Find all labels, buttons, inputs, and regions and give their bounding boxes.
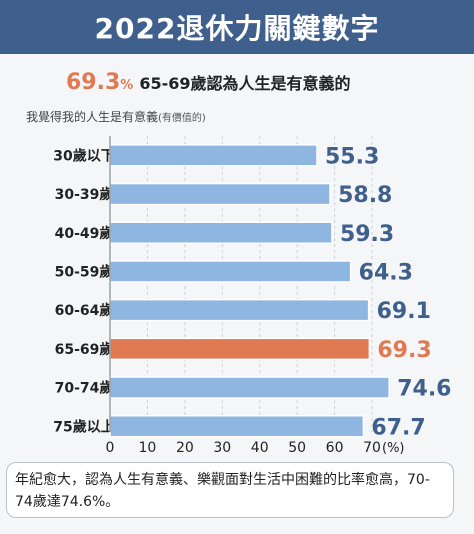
category-label: 30-39歲	[55, 186, 114, 203]
x-tick-label: 70	[363, 440, 381, 456]
x-tick-label: 0	[106, 440, 115, 456]
category-label: 70-74歲	[55, 380, 114, 397]
bar	[109, 376, 390, 399]
key-figure-value: 69.3	[66, 70, 121, 95]
title-text: 2022退休力關鍵數字	[94, 12, 380, 45]
category-label: 65-69歲	[55, 341, 114, 358]
value-label: 59.3	[340, 222, 394, 247]
value-label: 64.3	[359, 260, 413, 285]
bar	[109, 182, 331, 206]
subtitle-main: 我覺得我的人生是有意義	[26, 110, 159, 124]
category-label: 30歲以下	[53, 147, 114, 164]
chart-subtitle: 我覺得我的人生是有意義(有價值的)	[26, 108, 206, 125]
x-tick-label: 10	[139, 440, 157, 456]
value-label: 69.1	[377, 299, 431, 324]
bar	[109, 415, 365, 438]
x-tick-label: 20	[176, 440, 194, 456]
bar	[109, 144, 318, 167]
bar	[109, 260, 352, 283]
x-tick-label: 40	[251, 440, 269, 456]
category-label: 40-49歲	[55, 225, 114, 242]
bar	[109, 337, 371, 361]
value-label: 74.6	[397, 377, 451, 402]
bar	[109, 221, 333, 244]
footnote-box: 年紀愈大，認為人生有意義、樂觀面對生活中困難的比率愈高，70-74歲達74.6%…	[6, 462, 454, 518]
key-figure-text: 65-69歲認為人生是有意義的	[139, 74, 351, 93]
category-label: 60-64歲	[55, 302, 114, 319]
key-figure-headline: 69.3% 65-69歲認為人生是有意義的	[66, 70, 351, 95]
value-label: 55.3	[325, 144, 379, 169]
value-label: 69.3	[377, 338, 431, 363]
value-label: 58.8	[338, 183, 392, 208]
category-label: 75歲以上	[53, 418, 114, 435]
x-tick-label: 60	[326, 440, 344, 456]
subtitle-qualifier: (有價值的)	[158, 113, 206, 124]
page-title: 2022退休力關鍵數字	[0, 0, 474, 54]
bar	[109, 298, 370, 322]
footnote-text: 年紀愈大，認為人生有意義、樂觀面對生活中困難的比率愈高，70-74歲達74.6%…	[15, 472, 430, 510]
key-figure-percent: %	[120, 78, 134, 93]
bar-chart: 30歲以下 55.3 30-39歲 58.8 40-49歲 59.3 50-59歲 64.3 6…	[53, 136, 451, 456]
value-label: 67.7	[371, 415, 425, 440]
category-label: 50-59歲	[55, 263, 114, 280]
x-tick-label: 30	[213, 440, 231, 456]
x-tick-label: 50	[288, 440, 306, 456]
x-unit-label: (%)	[382, 441, 405, 456]
